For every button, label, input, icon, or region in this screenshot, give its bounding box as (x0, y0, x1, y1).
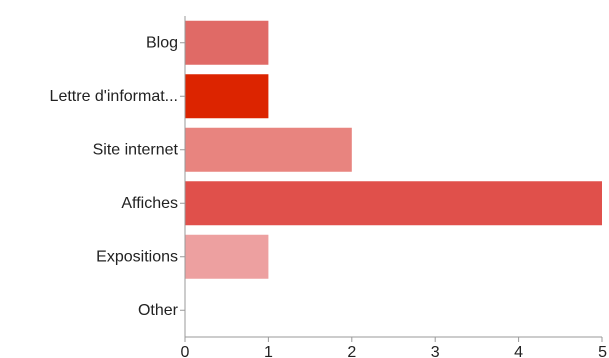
category-label-site-internet: Site internet (93, 141, 179, 158)
category-label-other: Other (138, 302, 179, 319)
category-label-blog: Blog (146, 34, 178, 51)
x-tick-label-4: 4 (514, 344, 523, 358)
x-tick-label-0: 0 (181, 344, 190, 358)
bar-site-internet (185, 127, 352, 172)
bar-blog (185, 20, 269, 65)
bar-expositions (185, 234, 269, 279)
x-tick-label-3: 3 (431, 344, 440, 358)
x-tick-labels: 0 1 2 3 4 5 (181, 344, 608, 358)
x-tick-label-5: 5 (598, 344, 607, 358)
category-labels: Blog Lettre d'informat... Site internet Aff… (50, 34, 179, 319)
category-label-affiches: Affiches (121, 195, 178, 212)
axes-group (180, 16, 603, 342)
x-tick-label-2: 2 (347, 344, 356, 358)
category-label-lettre-d-informat: Lettre d'informat... (50, 88, 178, 105)
bar-lettre-d-informat (185, 74, 269, 119)
category-label-expositions: Expositions (96, 248, 178, 265)
x-tick-label-1: 1 (264, 344, 273, 358)
bars-group (185, 20, 602, 279)
bar-affiches (185, 181, 602, 226)
